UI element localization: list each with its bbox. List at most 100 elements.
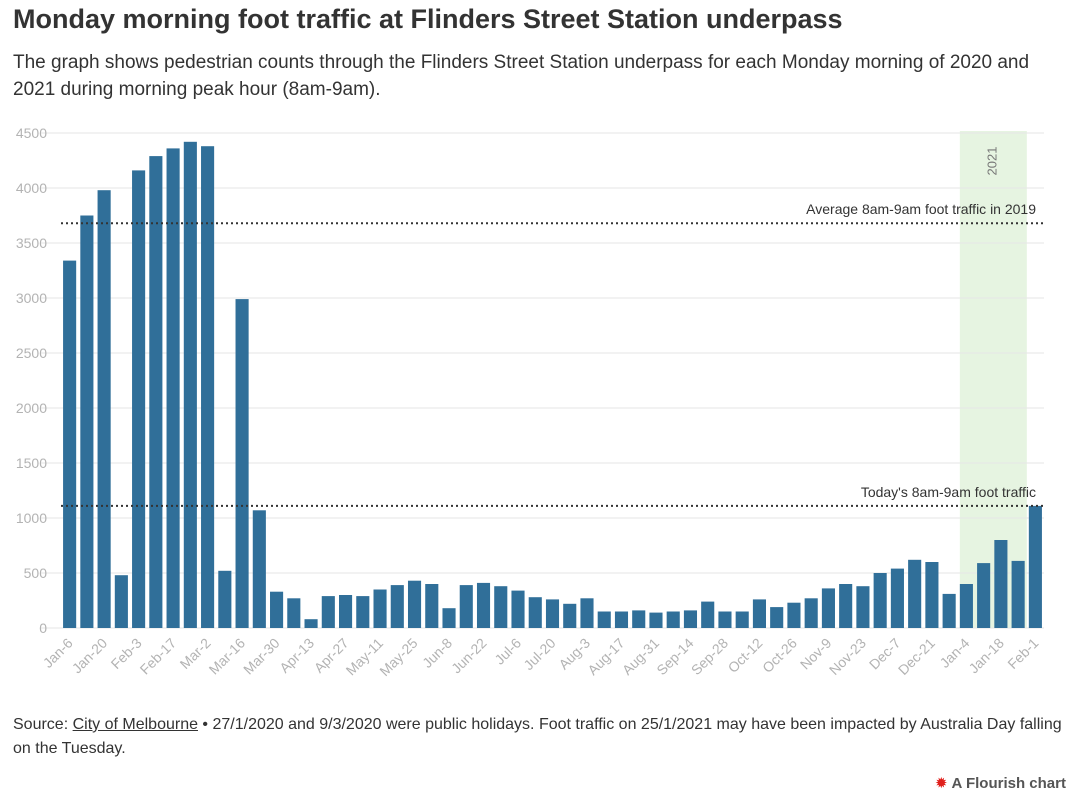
x-tick-label: Jul-20 bbox=[520, 635, 558, 673]
x-tick-label: Dec-21 bbox=[895, 635, 938, 678]
bar-nov-2[interactable] bbox=[804, 598, 818, 628]
bar-apr-6[interactable] bbox=[287, 598, 301, 628]
source-label: Source: bbox=[13, 716, 73, 733]
highlight-band-2021 bbox=[959, 131, 1027, 628]
x-tick-label: Jun-22 bbox=[448, 635, 490, 677]
bar-aug-17[interactable] bbox=[614, 611, 629, 629]
bar-sep-21[interactable] bbox=[701, 601, 715, 628]
bar-jan-27[interactable] bbox=[114, 575, 128, 628]
x-tick-label: Jan-18 bbox=[965, 635, 1007, 677]
chart-title: Monday morning foot traffic at Flinders … bbox=[13, 4, 843, 34]
y-tick-label: 2500 bbox=[16, 345, 47, 361]
x-tick-label: May-25 bbox=[376, 635, 420, 679]
bar-jun-29[interactable] bbox=[494, 586, 508, 628]
x-tick-label: Sep-14 bbox=[653, 635, 696, 678]
source-link[interactable]: City of Melbourne bbox=[72, 716, 198, 733]
bar-aug-24[interactable] bbox=[632, 610, 646, 628]
bar-jun-1[interactable] bbox=[425, 584, 439, 628]
x-tick-label: Jan-20 bbox=[69, 635, 111, 677]
bar-feb-1[interactable] bbox=[1028, 505, 1042, 628]
x-tick-label: Aug-17 bbox=[584, 635, 627, 678]
y-tick-label: 1500 bbox=[16, 455, 47, 471]
chart-subtitle: The graph shows pedestrian counts throug… bbox=[13, 52, 1030, 100]
x-tick-label: Feb-1 bbox=[1004, 635, 1041, 672]
bar-layer bbox=[63, 141, 1042, 629]
bar-aug-31[interactable] bbox=[649, 612, 663, 628]
bar-oct-26[interactable] bbox=[787, 602, 801, 628]
bar-dec-21[interactable] bbox=[925, 562, 939, 628]
bar-jan-6[interactable] bbox=[63, 260, 77, 628]
flourish-branding[interactable]: ✹ A Flourish chart bbox=[935, 774, 1066, 792]
y-tick-label: 500 bbox=[24, 565, 48, 581]
bar-nov-16[interactable] bbox=[839, 584, 853, 628]
bar-mar-2[interactable] bbox=[201, 146, 215, 628]
bar-aug-3[interactable] bbox=[580, 598, 594, 628]
bar-nov-23[interactable] bbox=[856, 586, 870, 628]
chart-footer: Source: City of Melbourne • 27/1/2020 an… bbox=[13, 713, 1063, 761]
highlight-band-label: 2021 bbox=[984, 147, 999, 176]
bar-sep-14[interactable] bbox=[683, 610, 698, 628]
bar-may-4[interactable] bbox=[356, 596, 370, 628]
bar-apr-13[interactable] bbox=[304, 619, 318, 628]
x-tick-label: Mar-30 bbox=[240, 635, 283, 678]
y-tick-label: 2000 bbox=[16, 400, 47, 416]
reference-line-layer: Average 8am-9am foot traffic in 2019 Toda… bbox=[61, 201, 1044, 507]
bar-dec-7[interactable] bbox=[890, 568, 904, 628]
bar-nov-30[interactable] bbox=[873, 573, 887, 628]
bar-mar-16[interactable] bbox=[235, 299, 249, 628]
bar-jan-20[interactable] bbox=[97, 190, 111, 628]
bar-mar-30[interactable] bbox=[270, 591, 284, 628]
bar-mar-23[interactable] bbox=[252, 510, 266, 628]
bar-may-11[interactable] bbox=[373, 589, 387, 629]
x-tick-label: Nov-23 bbox=[826, 635, 869, 678]
bar-jul-6[interactable] bbox=[511, 590, 525, 628]
y-tick-label: 1000 bbox=[16, 510, 47, 526]
bar-jan-25[interactable] bbox=[1011, 560, 1025, 628]
bar-oct-12[interactable] bbox=[752, 599, 767, 628]
bar-mar-9[interactable] bbox=[218, 570, 232, 628]
y-tick-label: 0 bbox=[39, 620, 47, 636]
bar-jun-15[interactable] bbox=[459, 585, 473, 628]
y-tick-label: 3000 bbox=[16, 290, 47, 306]
bar-jan-4[interactable] bbox=[959, 584, 973, 628]
bar-may-25[interactable] bbox=[407, 580, 422, 628]
bar-jun-22[interactable] bbox=[476, 582, 491, 628]
bar-feb-10[interactable] bbox=[149, 156, 163, 628]
x-tick-label: Feb-17 bbox=[137, 635, 180, 678]
highlight-band-layer: 2021 bbox=[959, 131, 1027, 628]
bar-jul-27[interactable] bbox=[563, 603, 577, 628]
bar-feb-17[interactable] bbox=[166, 148, 180, 628]
bar-aug-10[interactable] bbox=[597, 611, 611, 629]
bar-dec-14[interactable] bbox=[908, 559, 922, 628]
x-tick-label: Jul-6 bbox=[491, 635, 524, 668]
bar-chart: 2021 0 500 1000 1500 2000 2500 3000 3500 4000 450… bbox=[16, 125, 1044, 679]
bar-apr-20[interactable] bbox=[321, 596, 335, 628]
bar-feb-3[interactable] bbox=[132, 170, 146, 628]
bar-jun-8[interactable] bbox=[442, 608, 456, 628]
bar-may-18[interactable] bbox=[390, 585, 404, 628]
bar-dec-28[interactable] bbox=[942, 593, 956, 628]
bar-apr-27[interactable] bbox=[338, 595, 353, 628]
bar-sep-7[interactable] bbox=[666, 611, 680, 629]
flourish-branding-text: A Flourish chart bbox=[951, 775, 1066, 792]
bar-jan-13[interactable] bbox=[80, 215, 94, 629]
bar-feb-24[interactable] bbox=[183, 141, 197, 629]
footer-note: • 27/1/2020 and 9/3/2020 were public hol… bbox=[13, 716, 1062, 757]
bar-jan-18[interactable] bbox=[994, 540, 1008, 628]
x-tick-label: Oct-12 bbox=[725, 635, 766, 676]
x-tick-label-layer: Jan-6Jan-20Feb-3Feb-17Mar-2Mar-16Mar-30A… bbox=[40, 635, 1042, 679]
y-tick-label: 4500 bbox=[16, 125, 47, 141]
bar-oct-5[interactable] bbox=[735, 611, 749, 629]
bar-jul-13[interactable] bbox=[528, 597, 542, 628]
bar-sep-28[interactable] bbox=[718, 611, 732, 629]
bar-jul-20[interactable] bbox=[545, 599, 560, 628]
reference-line-label-2: Today's 8am-9am foot traffic bbox=[861, 484, 1036, 500]
bar-nov-9[interactable] bbox=[821, 588, 835, 628]
x-tick-label: Sep-28 bbox=[688, 635, 731, 678]
bar-jan-11[interactable] bbox=[977, 563, 991, 628]
x-tick-label: Aug-31 bbox=[619, 635, 662, 678]
x-tick-label: Apr-13 bbox=[276, 635, 317, 676]
x-tick-label: Mar-16 bbox=[206, 635, 249, 678]
bar-oct-19[interactable] bbox=[770, 607, 784, 628]
y-tick-label: 4000 bbox=[16, 180, 47, 196]
